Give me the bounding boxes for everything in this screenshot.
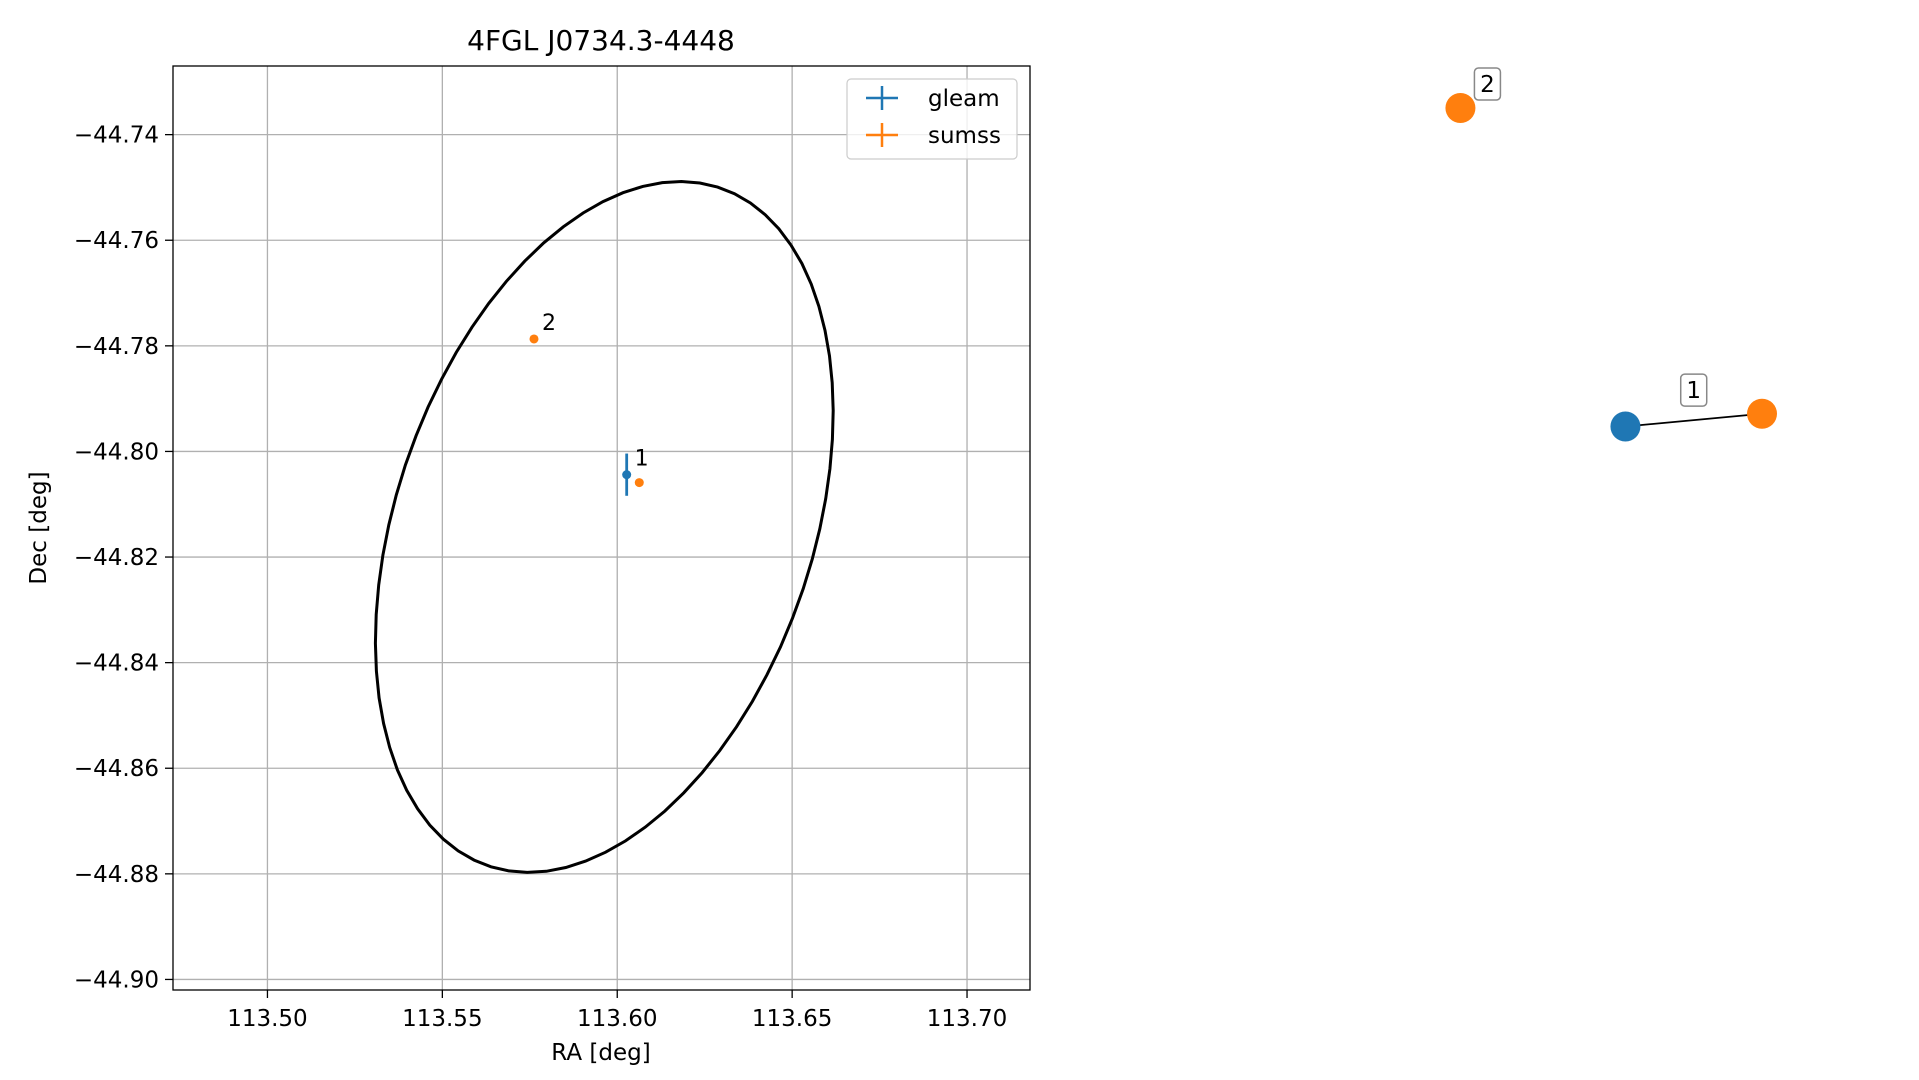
sumss-marker	[634, 478, 644, 488]
localization-ellipse	[373, 179, 835, 874]
grid-lines	[173, 66, 1030, 990]
sumss-marker	[529, 334, 539, 344]
point-label: 2	[542, 311, 556, 336]
sumss-point: 2	[529, 311, 556, 344]
y-tick-label: −44.90	[74, 967, 159, 993]
y-tick-label: −44.74	[74, 123, 159, 149]
plot-area	[173, 66, 1030, 990]
x-tick-label: 113.60	[577, 1006, 657, 1032]
legend-label-sumss: sumss	[928, 123, 1001, 149]
y-tick-label: −44.86	[74, 756, 159, 782]
x-tick-label: 113.50	[227, 1006, 307, 1032]
point-label: 1	[635, 447, 649, 472]
y-tick-label: −44.88	[74, 862, 159, 888]
graph-node	[1747, 398, 1777, 429]
edge-label: 1	[1686, 378, 1701, 404]
x-tick-label: 113.55	[402, 1006, 482, 1032]
data-points-layer: 12	[529, 311, 649, 496]
graph-node	[1445, 93, 1476, 123]
gleam-marker	[622, 470, 632, 480]
legend: gleam sumss	[846, 78, 1018, 160]
legend-entry-gleam: gleam	[866, 86, 1000, 112]
y-tick-label: −44.76	[74, 228, 159, 254]
edge-label-box	[1679, 373, 1708, 407]
x-tick-label: 113.65	[752, 1006, 832, 1032]
plot-frame	[172, 65, 1031, 991]
graph-edge	[1625, 412, 1763, 428]
scatter-panel: 12 113.50 113.55 113.60 113.65 113.70 −44.74…	[26, 24, 1031, 1066]
node-label: 2	[1480, 72, 1495, 98]
x-axis-label: RA [deg]	[551, 1040, 650, 1066]
x-axis-ticks: 113.50 113.55 113.60 113.65 113.70	[227, 990, 1007, 1032]
gleam-point: 1	[622, 447, 649, 496]
x-tick-label: 113.70	[927, 1006, 1007, 1032]
localization-ellipse-layer	[373, 179, 835, 874]
chart-title: 4FGL J0734.3-4448	[467, 24, 735, 57]
legend-label-gleam: gleam	[928, 86, 1000, 112]
y-tick-label: −44.78	[74, 334, 159, 360]
y-tick-label: −44.80	[74, 439, 159, 465]
match-graph: 12	[1445, 67, 1777, 442]
legend-entry-sumss: sumss	[866, 123, 1001, 149]
sumss-point	[634, 478, 644, 488]
y-axis-ticks: −44.74 −44.76 −44.78 −44.80 −44.82 −44.84 −44.…	[74, 123, 173, 993]
y-tick-label: −44.84	[74, 651, 159, 677]
graph-node	[1610, 411, 1641, 442]
y-tick-label: −44.82	[74, 545, 159, 571]
y-axis-label: Dec [deg]	[26, 471, 52, 584]
node-label-box	[1473, 67, 1502, 101]
